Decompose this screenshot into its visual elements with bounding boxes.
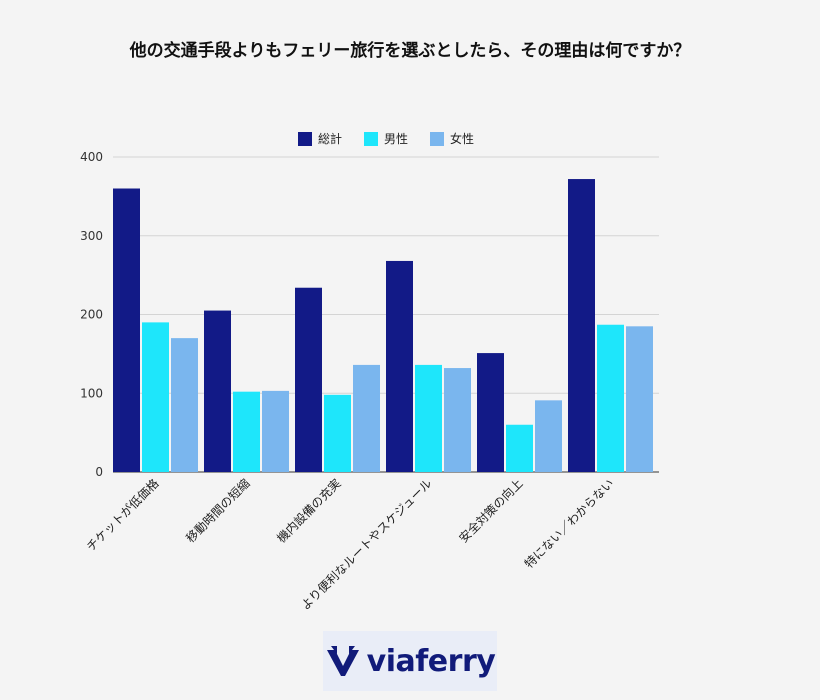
y-tick-label: 200: [80, 308, 103, 322]
legend-label: 女性: [450, 131, 474, 146]
bars: [113, 179, 653, 473]
x-tick-label: チケットが低価格: [83, 476, 161, 554]
x-tick-label: 移動時間の短縮: [183, 476, 253, 546]
bar: [386, 260, 413, 472]
y-tick-label: 400: [80, 150, 103, 164]
bar: [324, 394, 351, 472]
bar: [353, 364, 380, 472]
bar: [444, 368, 471, 472]
bar: [597, 324, 624, 472]
x-tick-label: 安全対策の向上: [456, 476, 526, 546]
legend-swatch: [364, 132, 378, 146]
y-tick-label: 300: [80, 229, 103, 243]
legend: 総計 男性 女性: [298, 131, 474, 146]
x-tick-label: 機内設備の充実: [274, 476, 344, 546]
bar: [415, 364, 442, 472]
legend-label: 総計: [318, 131, 342, 146]
y-tick-label: 0: [95, 465, 103, 479]
viaferry-mark-icon: [326, 646, 359, 676]
bar: [262, 390, 289, 472]
bar: [506, 424, 533, 472]
bar: [142, 322, 169, 472]
logo-text: viaferry: [366, 643, 496, 679]
bar: [233, 391, 260, 472]
bar: [568, 179, 595, 473]
bar: [113, 188, 140, 472]
x-tick-label: 特にない／わからない: [521, 476, 616, 571]
y-axis: 0 100 200 300 400: [80, 150, 103, 479]
y-tick-label: 100: [80, 386, 103, 400]
bar: [535, 400, 562, 472]
bar: [295, 287, 322, 472]
bar: [171, 338, 198, 472]
bar: [477, 353, 504, 472]
brand-logo: viaferry: [323, 631, 497, 691]
bar: [626, 326, 653, 472]
chart-title: 他の交通手段よりもフェリー旅行を選ぶとしたら、その理由は何ですか？: [129, 41, 691, 61]
bar: [204, 310, 231, 472]
legend-label: 男性: [384, 132, 408, 146]
legend-swatch: [298, 132, 312, 146]
legend-swatch: [430, 132, 444, 146]
